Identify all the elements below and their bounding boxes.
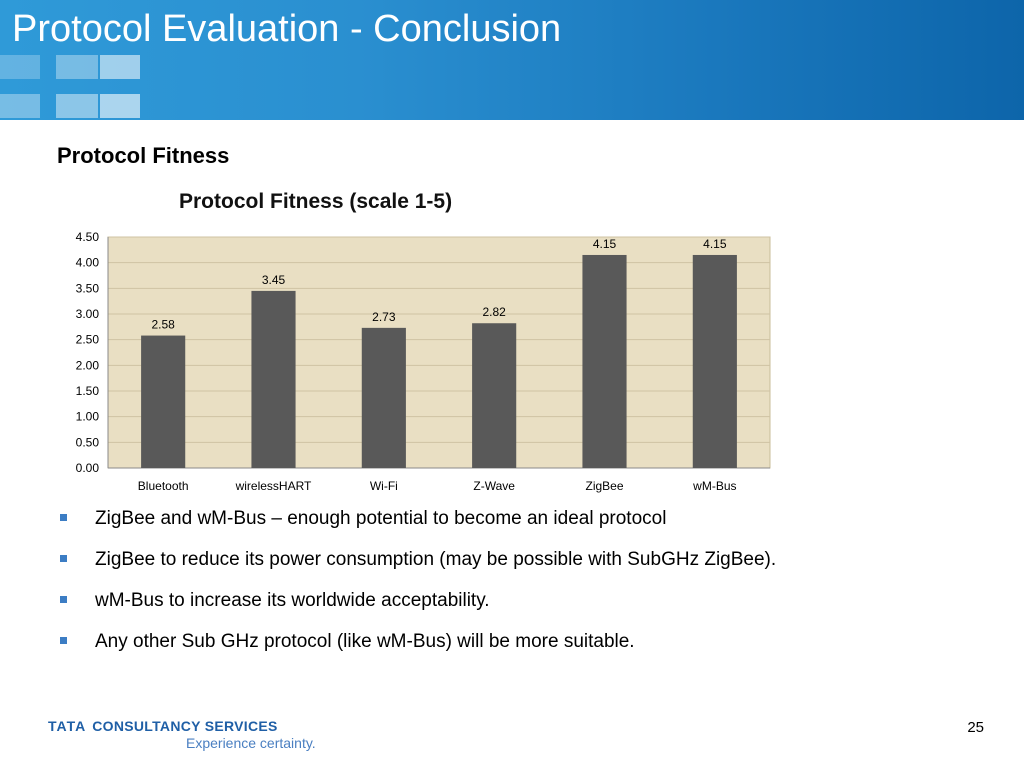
x-tick-label: ZigBee (585, 479, 623, 493)
bar (141, 335, 186, 468)
bullet-list: ZigBee and wM-Bus – enough potential to … (60, 506, 990, 670)
data-label: 4.15 (593, 237, 617, 251)
bullet-square-icon (60, 514, 67, 521)
slide-title: Protocol Evaluation - Conclusion (12, 8, 562, 50)
bullet-square-icon (60, 637, 67, 644)
data-label: 3.45 (262, 273, 286, 287)
x-tick-label: wirelessHART (235, 479, 312, 493)
bar (472, 323, 517, 468)
y-tick-label: 1.50 (76, 384, 100, 398)
y-tick-label: 4.00 (76, 256, 100, 270)
page-number: 25 (967, 719, 984, 736)
x-tick-label: Wi-Fi (370, 479, 398, 493)
chart-title: Protocol Fitness (scale 1-5) (179, 190, 453, 213)
bullet-item: Any other Sub GHz protocol (like wM-Bus)… (60, 629, 990, 670)
decor-square (100, 55, 140, 79)
y-tick-label: 0.00 (76, 461, 100, 475)
brand-mark: TATA (48, 718, 87, 734)
bar (361, 327, 406, 468)
x-tick-label: wM-Bus (692, 479, 736, 493)
y-tick-label: 2.50 (76, 333, 100, 347)
decor-square (0, 94, 40, 118)
y-tick-label: 0.50 (76, 435, 100, 449)
decor-square (100, 94, 140, 118)
y-tick-label: 4.50 (76, 230, 100, 244)
y-tick-label: 3.50 (76, 281, 100, 295)
bullet-item: wM-Bus to increase its worldwide accepta… (60, 588, 990, 629)
bullet-text: Any other Sub GHz protocol (like wM-Bus)… (95, 631, 635, 652)
decor-square (0, 55, 40, 79)
title-banner: Protocol Evaluation - Conclusion (0, 0, 1024, 120)
data-label: 2.58 (151, 318, 175, 332)
bullet-text: wM-Bus to increase its worldwide accepta… (95, 590, 490, 611)
bullet-text: ZigBee and wM-Bus – enough potential to … (95, 508, 667, 529)
bullet-item: ZigBee and wM-Bus – enough potential to … (60, 506, 990, 547)
x-tick-label: Bluetooth (138, 479, 189, 493)
bullet-square-icon (60, 555, 67, 562)
bar-chart: 0.00 0.50 1.00 1.50 2.00 2.50 3.00 3.50 4.00 4.50… (76, 230, 771, 493)
y-tick-label: 3.00 (76, 307, 100, 321)
brand-name: CONSULTANCY SERVICES (92, 718, 278, 734)
data-label: 4.15 (703, 237, 727, 251)
decor-square (56, 55, 98, 79)
decor-square (56, 94, 98, 118)
bar (692, 254, 737, 468)
bullet-text: ZigBee to reduce its power consumption (… (95, 549, 777, 570)
x-tick-label: Z-Wave (473, 479, 515, 493)
company-tagline: Experience certainty. (186, 735, 316, 751)
bar (582, 254, 627, 468)
data-label: 2.82 (482, 305, 506, 319)
y-tick-label: 1.00 (76, 410, 100, 424)
bullet-square-icon (60, 596, 67, 603)
company-logo: TATA CONSULTANCY SERVICES (48, 717, 278, 735)
bullet-item: ZigBee to reduce its power consumption (… (60, 547, 990, 588)
plot-area (107, 236, 771, 469)
y-tick-label: 2.00 (76, 358, 100, 372)
section-title: Protocol Fitness (57, 143, 230, 168)
data-label: 2.73 (372, 310, 396, 324)
bar (251, 290, 296, 468)
